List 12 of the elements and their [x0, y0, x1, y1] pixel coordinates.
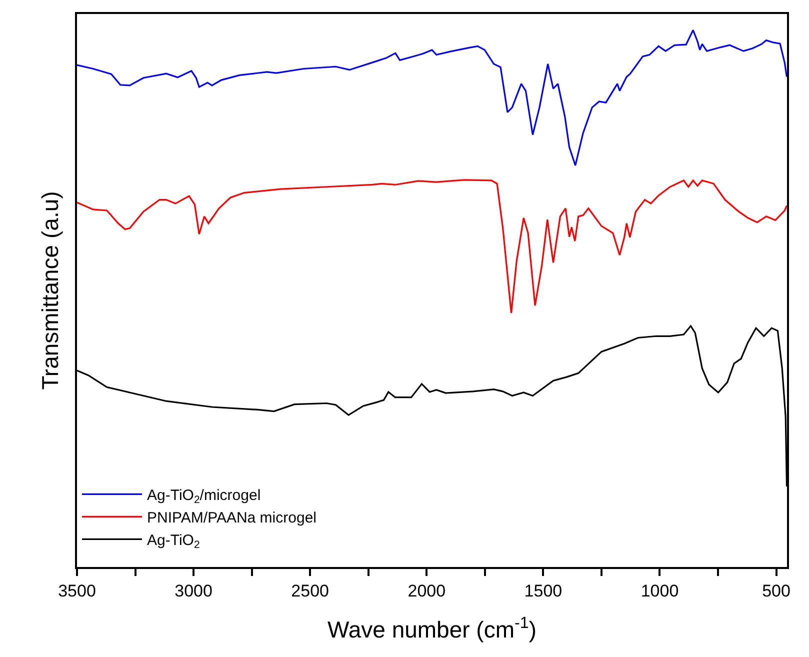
x-tick-label: 1000 — [640, 581, 679, 600]
legend-label: PNIPAM/PAANa microgel — [147, 510, 316, 527]
legend-label: Ag-TiO$_{2}$/microgel — [147, 487, 261, 506]
x-tick-label: 3000 — [174, 581, 212, 600]
x-tick-label: 2500 — [291, 581, 330, 600]
y-axis-title: Transmittance (a.u) — [36, 191, 63, 390]
x-tick-label: 3500 — [58, 581, 96, 600]
x-tick-label: 500 — [762, 581, 790, 600]
legend-label: Ag-TiO$_{2}$ — [147, 532, 200, 552]
x-tick-label: 2000 — [408, 581, 446, 600]
x-axis-title: Wave number (cm$^{-1}$) — [327, 614, 537, 642]
x-tick-label: 1500 — [524, 581, 562, 600]
